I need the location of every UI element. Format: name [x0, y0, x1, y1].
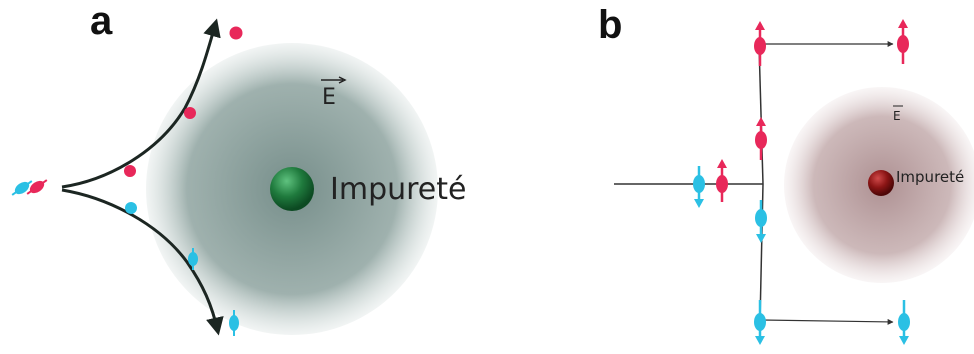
spin-down-electron	[754, 300, 766, 345]
spin-down-output-arrow	[759, 318, 894, 325]
spin-up-trajectory	[61, 18, 221, 189]
upward-deflection-path	[758, 43, 764, 185]
impurity-label-a: Impureté	[330, 172, 466, 207]
spin-up-electron	[754, 21, 766, 66]
impurity-label-b: Impureté	[896, 168, 964, 186]
spin-up-electron	[124, 165, 136, 177]
impurity-atom-b	[868, 170, 894, 196]
spin-up-electron	[716, 159, 728, 202]
spin-down-electron	[693, 166, 705, 208]
spin-up-electron	[229, 26, 243, 40]
field-vector-label-a: E	[321, 76, 347, 110]
spin-down-electron	[188, 248, 198, 270]
field-label-b: E	[893, 109, 901, 123]
incoming-electron-pair-a	[11, 179, 48, 196]
vector-arrowhead-a	[338, 76, 347, 84]
field-label-a: E	[322, 85, 336, 110]
panel-b: b E Impureté	[598, 3, 974, 345]
impurity-atom-a	[270, 167, 314, 211]
spin-down-electron	[125, 202, 137, 214]
panel-a: a E Impureté	[11, 0, 466, 336]
spin-up-electron	[184, 107, 196, 119]
spin-up-electron	[755, 117, 767, 160]
spin-up-electron	[897, 19, 909, 64]
field-vector-label-b: E	[893, 105, 903, 123]
downward-deflection-path	[759, 183, 764, 323]
panel-a-letter: a	[90, 0, 113, 43]
panel-b-letter: b	[598, 3, 622, 47]
spin-down-trajectory	[61, 188, 224, 336]
spin-down-electron	[898, 300, 910, 345]
spin-down-electron	[755, 200, 767, 243]
spin-down-electron	[229, 310, 239, 336]
